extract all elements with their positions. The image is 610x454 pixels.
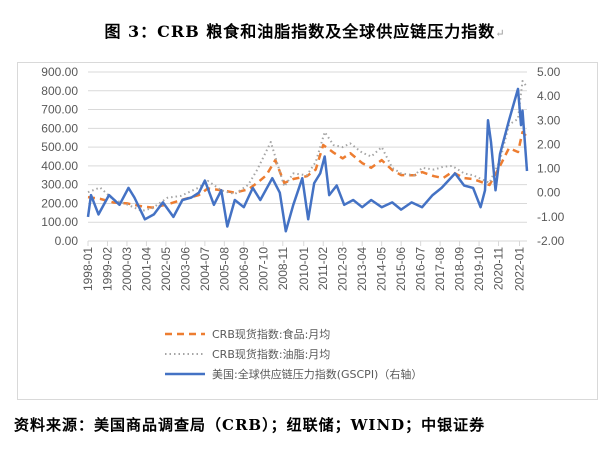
- legend-label: CRB现货指数:食品:月均: [212, 327, 330, 341]
- x-axis-tick-label: 2017-08: [433, 247, 447, 291]
- chart-frame: [17, 62, 598, 400]
- x-axis-tick-label: 2010-01: [297, 247, 311, 291]
- source-text: 资料来源：美国商品调查局（CRB）；纽联储；WIND；中银证券: [14, 416, 486, 434]
- left-axis-tick-label: 700.00: [41, 103, 78, 117]
- x-axis-tick-label: 2001-04: [139, 247, 153, 291]
- right-axis-tick-label: 1.00: [537, 162, 561, 176]
- x-axis-tick-label: 2008-11: [276, 247, 290, 290]
- source-note: 资料来源：美国商品调查局（CRB）；纽联储；WIND；中银证券: [14, 414, 485, 435]
- x-axis-tick-label: 2002-05: [159, 247, 173, 291]
- x-axis-tick-label: 2005-08: [217, 247, 231, 291]
- x-axis-tick-label: 2006-09: [237, 247, 251, 291]
- paragraph-mark-icon: ↵: [495, 27, 506, 40]
- left-axis-tick-label: 400.00: [41, 159, 78, 173]
- x-axis-tick-label: 2015-06: [394, 247, 408, 291]
- left-axis-tick-label: 200.00: [41, 196, 78, 210]
- right-axis-tick-label: -2.00: [537, 234, 565, 248]
- x-axis-tick-label: 2000-03: [120, 247, 134, 291]
- right-axis-tick-label: 4.00: [537, 89, 561, 103]
- right-axis-tick-label: 2.00: [537, 137, 561, 151]
- x-axis-tick-label: 2014-05: [375, 247, 389, 291]
- x-axis-tick-label: 2019-10: [472, 247, 486, 291]
- left-axis-tick-label: 100.00: [41, 215, 78, 229]
- x-axis-tick-label: 2016-07: [414, 247, 428, 291]
- x-axis-tick-label: 2018-09: [453, 247, 467, 291]
- left-axis-tick-label: 600.00: [41, 121, 78, 135]
- figure-title: 图 3：CRB 粮食和油脂指数及全球供应链压力指数↵: [0, 18, 610, 42]
- legend-label: 美国:全球供应链压力指数(GSCPI)（右轴）: [212, 367, 422, 381]
- x-axis-tick-label: 1999-02: [100, 247, 114, 291]
- series-gscpi-line: [86, 87, 529, 233]
- x-axis-tick-label: 2012-03: [336, 247, 350, 291]
- x-axis-tick-label: 1998-01: [81, 247, 95, 291]
- legend-label: CRB现货指数:油脂:月均: [212, 347, 330, 361]
- x-axis-tick-label: 2022-01: [513, 247, 527, 291]
- right-axis-tick-label: 0.00: [537, 186, 561, 200]
- right-axis-tick-label: 5.00: [537, 65, 561, 79]
- right-axis-tick-label: 3.00: [537, 113, 561, 127]
- series-oil-line: [87, 80, 528, 212]
- x-axis-tick-label: 2020-11: [492, 247, 506, 290]
- left-axis-tick-label: 300.00: [41, 178, 78, 192]
- x-axis-tick-label: 2013-04: [355, 247, 369, 291]
- left-axis-tick-label: 900.00: [41, 65, 78, 79]
- x-axis-tick-label: 2007-10: [256, 247, 270, 291]
- x-axis-tick-label: 2011-02: [316, 247, 330, 290]
- right-axis-tick-label: -1.00: [537, 210, 565, 224]
- left-axis-tick-label: 0.00: [55, 234, 79, 248]
- series-food-line: [87, 130, 528, 209]
- left-axis-tick-label: 500.00: [41, 140, 78, 154]
- x-axis-tick-label: 2004-07: [198, 247, 212, 291]
- x-axis-tick-label: 2003-06: [178, 247, 192, 291]
- figure-title-text: 图 3：CRB 粮食和油脂指数及全球供应链压力指数: [104, 22, 496, 41]
- left-axis-tick-label: 800.00: [41, 84, 78, 98]
